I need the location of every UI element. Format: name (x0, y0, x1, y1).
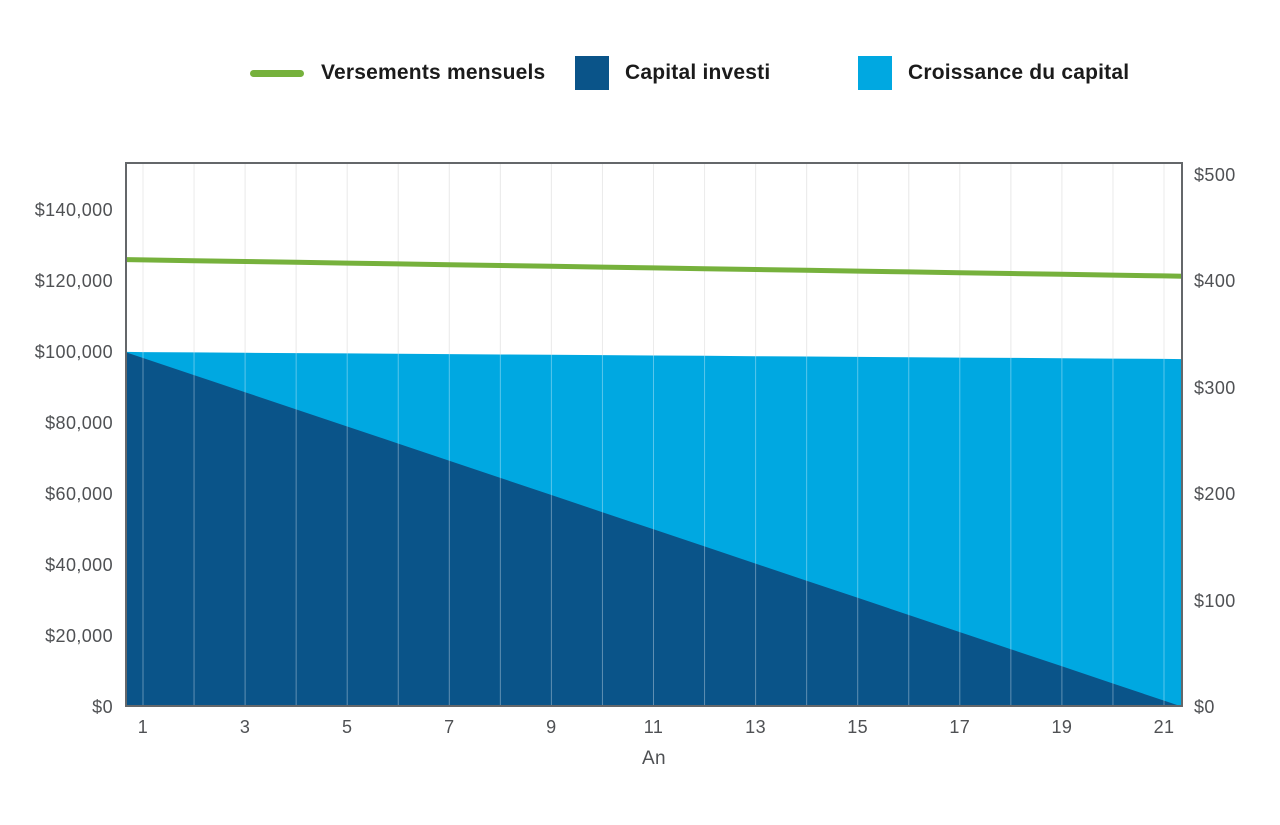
x-axis-tick-label: 7 (444, 717, 455, 737)
y-axis-left-tick-label: $0 (92, 697, 113, 717)
y-axis-left-tick-label: $60,000 (45, 483, 113, 504)
y-axis-right-tick-label: $300 (1194, 377, 1236, 398)
y-axis-right-tick-label: $200 (1194, 484, 1236, 505)
legend-label-capital-investi: Capital investi (625, 61, 771, 84)
x-axis-tick-label: 9 (546, 717, 557, 737)
y-axis-left-tick-label: $40,000 (45, 554, 113, 575)
legend-square-swatch-icon (858, 56, 892, 90)
x-axis-tick-label: 1 (137, 717, 149, 737)
plot-border (125, 162, 1183, 707)
x-axis-tick-label: 3 (239, 717, 251, 737)
x-axis-tick-label: 19 (1051, 717, 1073, 737)
x-axis-tick-label: 11 (643, 717, 664, 737)
x-axis-tick-label: 21 (1153, 717, 1175, 737)
capital-investi-area (125, 351, 1183, 707)
x-axis-tick-label: 5 (341, 717, 353, 737)
y-axis-right-tick-label: $0 (1194, 697, 1215, 717)
legend-item-capital-investi[interactable]: Capital investi (575, 54, 770, 92)
plot-area[interactable] (125, 162, 1183, 707)
x-axis-title: An (641, 748, 667, 769)
x-axis-tick-label: 17 (949, 717, 971, 737)
y-axis-right-tick-label: $500 (1194, 164, 1236, 185)
y-axis-left-tick-label: $80,000 (45, 412, 113, 433)
y-axis-left-tick-label: $100,000 (34, 341, 113, 362)
legend-square-swatch-icon (575, 56, 609, 90)
vertical-gridlines-overlay (142, 162, 1165, 707)
x-axis-tick-label: 13 (745, 717, 766, 737)
y-axis-left-tick-label: $120,000 (34, 270, 113, 291)
legend-label-versements-mensuels: Versements mensuels (321, 61, 546, 84)
y-axis-left-tick-label: $20,000 (45, 625, 113, 646)
legend-item-versements-mensuels[interactable]: Versements mensuels (250, 54, 545, 92)
versements-mensuels-line (125, 257, 1183, 279)
y-axis-right-tick-label: $400 (1194, 271, 1236, 292)
legend-item-croissance-du-capital[interactable]: Croissance du capital (858, 54, 1129, 92)
y-axis-right-tick-label: $100 (1194, 590, 1236, 611)
legend-label-croissance-du-capital: Croissance du capital (908, 61, 1130, 84)
y-axis-left-tick-label: $140,000 (34, 199, 113, 220)
legend-line-swatch-icon (250, 69, 304, 77)
x-axis-tick-label: 15 (847, 717, 869, 737)
